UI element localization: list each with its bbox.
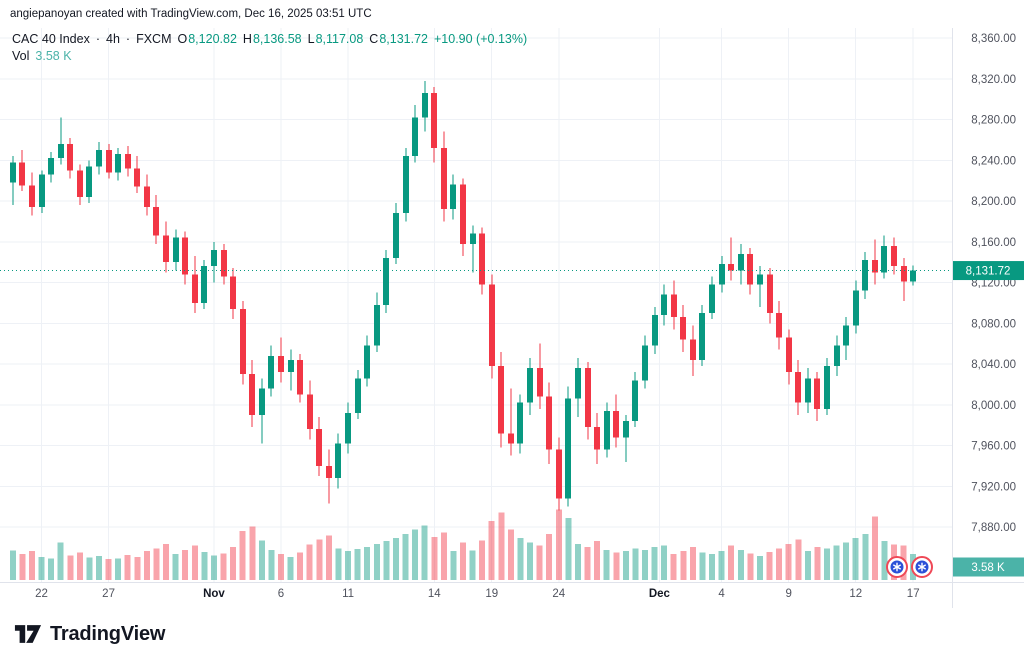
ohlc-low: L 8,117.08 [308,31,364,48]
legend-row-main: CAC 40 Index · 4h · FXCM O 8,120.82 H 8,13… [12,31,527,48]
svg-text:8,200.00: 8,200.00 [971,196,1016,208]
svg-text:8,240.00: 8,240.00 [971,155,1016,167]
ohlc-close: C 8,131.72 [369,31,428,48]
svg-text:8,080.00: 8,080.00 [971,318,1016,330]
gridlines [0,28,952,582]
change-value: +10.90 (+0.13%) [434,32,528,46]
low-letter: L [307,32,315,46]
legend-separator: · [95,32,100,46]
svg-text:8,360.00: 8,360.00 [971,33,1016,45]
svg-text:9: 9 [785,588,791,600]
legend-row-volume: Vol 3.58 K [12,48,527,65]
svg-text:14: 14 [428,588,441,600]
svg-text:7,920.00: 7,920.00 [971,481,1016,493]
event-marker-icon[interactable] [911,556,933,578]
svg-text:24: 24 [552,588,565,600]
svg-text:6: 6 [278,588,284,600]
volume-value: 3.58 K [35,49,72,63]
svg-text:3.58 K: 3.58 K [971,562,1005,574]
open-value: 8,120.82 [188,32,237,46]
exchange-label: FXCM [136,32,172,46]
footer: TradingView [0,608,1024,661]
tradingview-wordmark[interactable]: TradingView [50,623,166,645]
svg-text:19: 19 [485,588,498,600]
volume-bars [9,509,917,580]
svg-text:4: 4 [718,588,725,600]
chart-area: 8,360.00 8,320.00 8,280.00 8,240.00 8,200.00… [0,28,1024,608]
svg-text:8,120.00: 8,120.00 [971,278,1016,290]
svg-text:7,880.00: 7,880.00 [971,522,1016,534]
svg-text:12: 12 [849,588,862,600]
ohlc-open: O 8,120.82 [178,31,237,48]
svg-text:8,320.00: 8,320.00 [971,74,1016,86]
svg-text:8,131.72: 8,131.72 [966,266,1011,278]
candlesticks [10,80,916,511]
ohlc-high: H 8,136.58 [243,31,302,48]
svg-text:8,280.00: 8,280.00 [971,115,1016,127]
chart-legend: CAC 40 Index · 4h · FXCM O 8,120.82 H 8,13… [12,31,527,65]
svg-text:27: 27 [102,588,115,600]
close-letter: C [369,32,379,46]
last-price-badge: 8,131.72 [953,261,1024,281]
attribution-text: angiepanoyan created with TradingView.co… [10,8,372,20]
price-chart[interactable]: 8,360.00 8,320.00 8,280.00 8,240.00 8,200.00… [0,28,1024,608]
symbol-title[interactable]: CAC 40 Index [12,32,90,46]
legend-separator: · [125,32,131,46]
high-value: 8,136.58 [252,32,302,46]
price-axis-labels[interactable]: 8,360.00 8,320.00 8,280.00 8,240.00 8,200.00… [971,33,1016,534]
tradingview-logo-icon[interactable] [14,624,42,645]
svg-text:Nov: Nov [203,588,225,600]
low-value: 8,117.08 [315,32,364,46]
volume-badge: 3.58 K [953,557,1024,577]
volume-label: Vol [12,49,30,63]
interval-label[interactable]: 4h [106,32,120,46]
svg-text:7,960.00: 7,960.00 [971,441,1016,453]
svg-text:17: 17 [907,588,920,600]
open-letter: O [177,32,188,46]
svg-text:11: 11 [342,588,354,600]
time-axis-labels[interactable]: 22 27 Nov 6 11 14 19 24 Dec 4 9 12 17 [35,588,919,600]
svg-text:22: 22 [35,588,48,600]
svg-text:8,160.00: 8,160.00 [971,237,1016,249]
svg-text:Dec: Dec [649,588,671,600]
close-value: 8,131.72 [379,32,428,46]
high-letter: H [242,32,252,46]
svg-text:8,000.00: 8,000.00 [971,400,1016,412]
svg-text:8,040.00: 8,040.00 [971,359,1016,371]
event-marker-icon[interactable] [886,556,908,578]
